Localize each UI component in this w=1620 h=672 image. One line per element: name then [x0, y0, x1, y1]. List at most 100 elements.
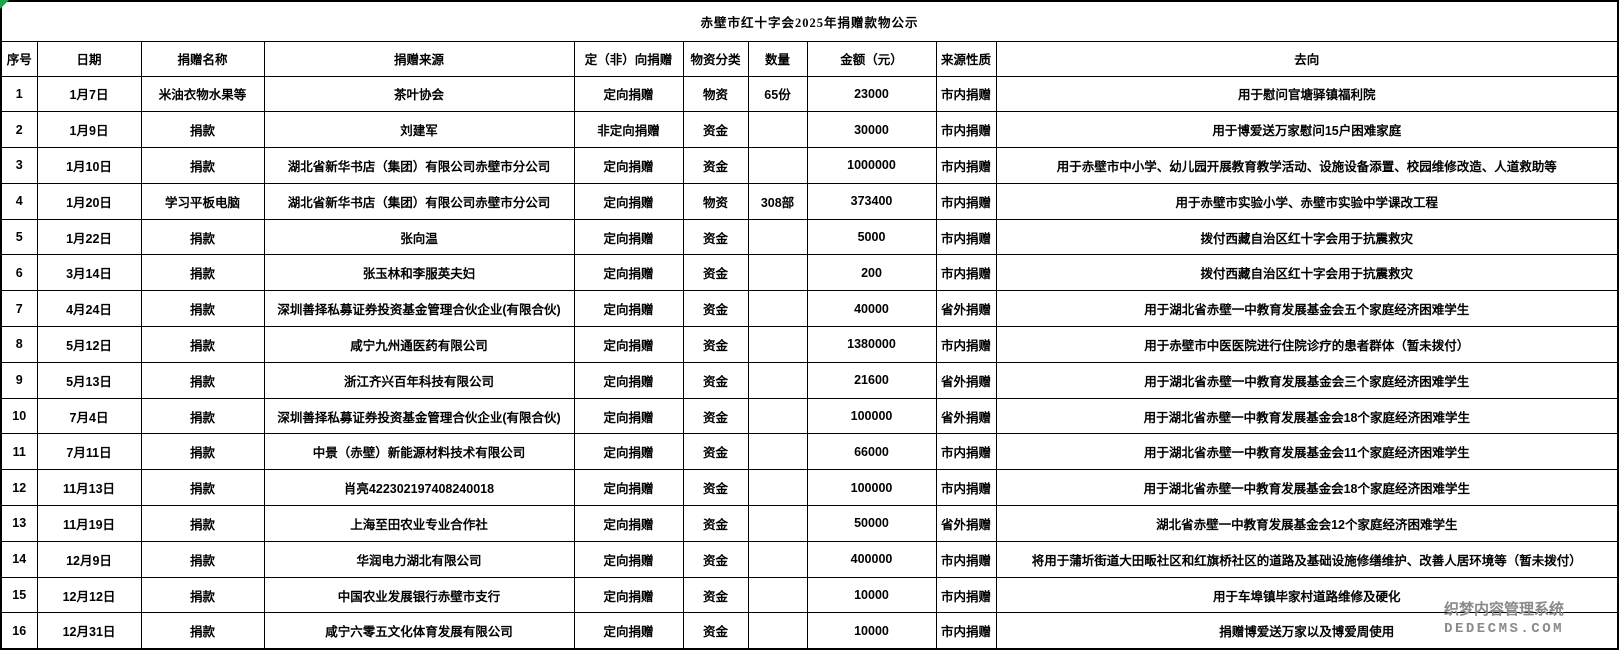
cell-destination: 捐赠博爱送万家以及博爱周使用 — [995, 612, 1619, 650]
cell-no: 11 — [0, 433, 38, 471]
cell-quantity — [747, 469, 808, 507]
cell-material-category: 资金 — [682, 147, 749, 184]
cell-donation-source: 上海至田农业专业合作社 — [263, 505, 575, 542]
cell-donation-name: 捐款 — [140, 111, 265, 149]
cell-no: 9 — [0, 361, 38, 399]
cell-amount: 200 — [806, 254, 937, 292]
cell-donation-source: 张玉林和李服英夫妇 — [263, 254, 575, 292]
cell-amount: 10000 — [806, 612, 937, 650]
table-row: 7 4月24日 捐款 深圳善择私募证券投资基金管理合伙企业(有限合伙) 定向捐赠 资金 40… — [0, 290, 1619, 328]
cell-no: 8 — [0, 326, 38, 363]
cell-donation-name: 捐款 — [140, 540, 265, 578]
cell-no: 14 — [0, 540, 38, 578]
cell-date: 1月10日 — [36, 147, 142, 184]
cell-donation-source: 中国农业发展银行赤壁市支行 — [263, 576, 575, 614]
cell-destination: 用于慰问官塘驿镇福利院 — [995, 75, 1619, 113]
cell-material-category: 资金 — [682, 290, 749, 328]
cell-material-category: 资金 — [682, 361, 749, 399]
table-row: 16 12月31日 捐款 咸宁六零五文化体育发展有限公司 定向捐赠 资金 10000 市内捐赠… — [0, 612, 1619, 650]
cell-directed: 定向捐赠 — [573, 505, 684, 542]
table-row: 4 1月20日 学习平板电脑 湖北省新华书店（集团）有限公司赤壁市分公司 定向捐赠 物资 3… — [0, 182, 1619, 220]
cell-destination: 用于赤壁市中医医院进行住院诊疗的患者群体（暂未拨付） — [995, 326, 1619, 363]
table-row: 9 5月13日 捐款 浙江齐兴百年科技有限公司 定向捐赠 资金 21600 省外捐赠 用于湖北省… — [0, 361, 1619, 399]
cell-donation-source: 咸宁六零五文化体育发展有限公司 — [263, 612, 575, 650]
cell-donation-source: 刘建军 — [263, 111, 575, 149]
cell-directed: 定向捐赠 — [573, 540, 684, 578]
cell-quantity — [747, 505, 808, 542]
cell-donation-source: 深圳善择私募证券投资基金管理合伙企业(有限合伙) — [263, 290, 575, 328]
cell-source-nature: 省外捐赠 — [935, 505, 997, 542]
cell-donation-name: 捐款 — [140, 218, 265, 256]
cell-donation-name: 捐款 — [140, 361, 265, 399]
cell-material-category: 资金 — [682, 612, 749, 650]
cell-source-nature: 市内捐赠 — [935, 218, 997, 256]
cell-quantity — [747, 612, 808, 650]
cell-donation-name: 米油衣物水果等 — [140, 75, 265, 113]
cell-source-nature: 省外捐赠 — [935, 397, 997, 435]
sheet-corner-flag-icon — [0, 0, 9, 9]
cell-amount: 5000 — [806, 218, 937, 256]
cell-donation-name: 学习平板电脑 — [140, 182, 265, 220]
cell-quantity — [747, 576, 808, 614]
cell-material-category: 资金 — [682, 326, 749, 363]
cell-source-nature: 市内捐赠 — [935, 147, 997, 184]
table-row: 5 1月22日 捐款 张向温 定向捐赠 资金 5000 市内捐赠 拨付西藏自治区红十字会用于抗震… — [0, 218, 1619, 256]
cell-material-category: 资金 — [682, 505, 749, 542]
cell-directed: 定向捐赠 — [573, 361, 684, 399]
cell-destination: 用于湖北省赤壁一中教育发展基金会三个家庭经济困难学生 — [995, 361, 1619, 399]
col-header-date: 日期 — [36, 40, 142, 77]
cell-date: 4月24日 — [36, 290, 142, 328]
cell-destination: 拨付西藏自治区红十字会用于抗震救灾 — [995, 254, 1619, 292]
col-header-amount: 金额（元） — [806, 40, 937, 77]
table-row: 12 11月13日 捐款 肖亮422302197408240018 定向捐赠 资金 1000… — [0, 469, 1619, 507]
table-row: 1 1月7日 米油衣物水果等 茶叶协会 定向捐赠 物资 65份 23000 市内捐赠 用于慰问官塘… — [0, 75, 1619, 113]
cell-destination: 将用于蒲圻街道大田畈社区和红旗桥社区的道路及基础设施修缮维护、改善人居环境等（暂… — [995, 540, 1619, 578]
cell-amount: 400000 — [806, 540, 937, 578]
cell-source-nature: 省外捐赠 — [935, 361, 997, 399]
cell-donation-source: 湖北省新华书店（集团）有限公司赤壁市分公司 — [263, 147, 575, 184]
cell-source-nature: 市内捐赠 — [935, 75, 997, 113]
cell-directed: 定向捐赠 — [573, 147, 684, 184]
cell-donation-name: 捐款 — [140, 254, 265, 292]
cell-no: 16 — [0, 612, 38, 650]
cell-destination: 用于湖北省赤壁一中教育发展基金会18个家庭经济困难学生 — [995, 397, 1619, 435]
col-header-directed: 定（非）向捐赠 — [573, 40, 684, 77]
header-row: 序号 日期 捐赠名称 捐赠来源 定（非）向捐赠 物资分类 数量 金额（元） 来源… — [0, 40, 1619, 77]
page-title: 赤壁市红十字会2025年捐赠款物公示 — [0, 0, 1619, 42]
cell-source-nature: 市内捐赠 — [935, 433, 997, 471]
col-header-source-nature: 来源性质 — [935, 40, 997, 77]
col-header-quantity: 数量 — [747, 40, 808, 77]
cell-quantity — [747, 361, 808, 399]
cell-quantity: 65份 — [747, 75, 808, 113]
cell-directed: 定向捐赠 — [573, 290, 684, 328]
cell-source-nature: 省外捐赠 — [935, 290, 997, 328]
cell-donation-source: 中景（赤壁）新能源材料技术有限公司 — [263, 433, 575, 471]
cell-donation-name: 捐款 — [140, 290, 265, 328]
cell-quantity — [747, 397, 808, 435]
cell-quantity — [747, 111, 808, 149]
cell-donation-source: 华润电力湖北有限公司 — [263, 540, 575, 578]
table-row: 2 1月9日 捐款 刘建军 非定向捐赠 资金 30000 市内捐赠 用于博爱送万家慰问15户困难… — [0, 111, 1619, 149]
cell-directed: 定向捐赠 — [573, 218, 684, 256]
cell-date: 12月12日 — [36, 576, 142, 614]
cell-date: 7月4日 — [36, 397, 142, 435]
cell-directed: 定向捐赠 — [573, 326, 684, 363]
col-header-no: 序号 — [0, 40, 38, 77]
cell-destination: 用于湖北省赤壁一中教育发展基金会11个家庭经济困难学生 — [995, 433, 1619, 471]
cell-no: 10 — [0, 397, 38, 435]
col-header-material-category: 物资分类 — [682, 40, 749, 77]
cell-quantity — [747, 326, 808, 363]
col-header-destination: 去向 — [995, 40, 1619, 77]
cell-donation-name: 捐款 — [140, 469, 265, 507]
cell-date: 12月9日 — [36, 540, 142, 578]
cell-material-category: 物资 — [682, 182, 749, 220]
cell-directed: 定向捐赠 — [573, 75, 684, 113]
cell-amount: 100000 — [806, 397, 937, 435]
cell-date: 1月7日 — [36, 75, 142, 113]
cell-donation-name: 捐款 — [140, 397, 265, 435]
cell-no: 4 — [0, 182, 38, 220]
cell-donation-name: 捐款 — [140, 433, 265, 471]
cell-date: 7月11日 — [36, 433, 142, 471]
cell-donation-name: 捐款 — [140, 326, 265, 363]
